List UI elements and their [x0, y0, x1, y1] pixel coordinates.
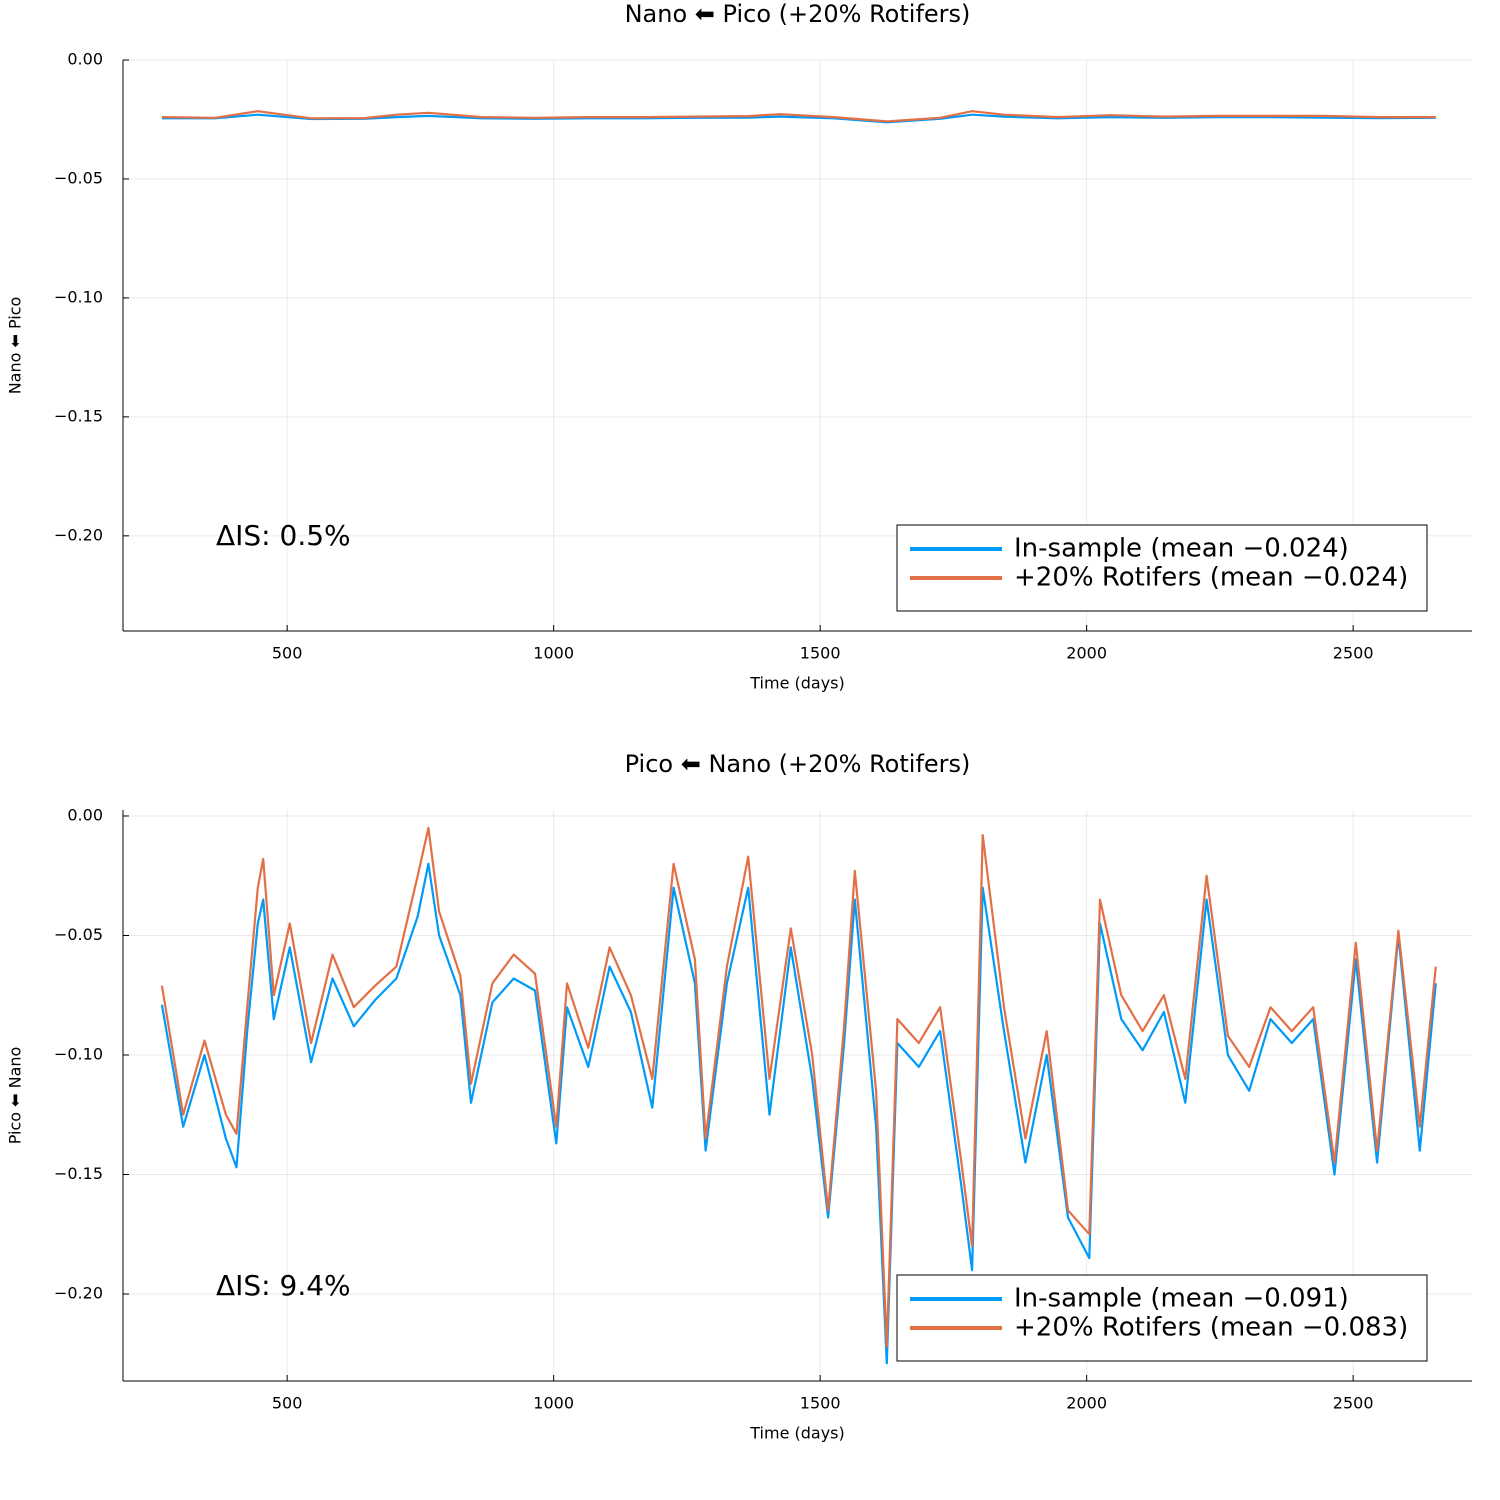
y-tick-label: 0.00	[67, 805, 103, 824]
series-line	[160, 826, 1437, 1348]
legend-label: In-sample (mean −0.024)	[1014, 534, 1349, 564]
y-tick-label: −0.20	[54, 1283, 103, 1302]
x-tick-label: 500	[272, 1394, 303, 1413]
y-tick-label: 0.00	[67, 50, 103, 69]
chart-title: Pico ⬅ Nano (+20% Rotifers)	[625, 750, 971, 778]
x-tick-label: 500	[272, 644, 303, 663]
x-tick-label: 2500	[1333, 1394, 1374, 1413]
x-axis-label: Time (days)	[749, 674, 845, 693]
x-tick-label: 1500	[800, 1394, 841, 1413]
y-tick-label: −0.15	[54, 1164, 103, 1183]
y-tick-label: −0.10	[54, 1044, 103, 1063]
x-tick-label: 2000	[1066, 1394, 1107, 1413]
x-tick-label: 2500	[1333, 644, 1374, 663]
y-axis-label: Nano ⬅ Pico	[6, 297, 25, 395]
x-tick-label: 1000	[533, 644, 574, 663]
annotation: ΔIS: 0.5%	[216, 519, 351, 552]
chart-title: Nano ⬅ Pico (+20% Rotifers)	[625, 0, 971, 28]
annotation: ΔIS: 9.4%	[216, 1269, 351, 1302]
y-tick-label: −0.20	[54, 525, 103, 544]
legend-box	[896, 1274, 1428, 1362]
x-tick-label: 2000	[1066, 644, 1107, 663]
y-tick-label: −0.05	[54, 925, 103, 944]
y-tick-label: −0.15	[54, 406, 103, 425]
legend-label: +20% Rotifers (mean −0.083)	[1014, 1313, 1408, 1343]
y-axis-label: Pico ⬅ Nano	[6, 1047, 25, 1145]
y-tick-label: −0.10	[54, 287, 103, 306]
x-tick-label: 1000	[533, 1394, 574, 1413]
y-tick-label: −0.05	[54, 168, 103, 187]
legend-label: In-sample (mean −0.091)	[1014, 1284, 1349, 1314]
x-axis-label: Time (days)	[749, 1424, 845, 1443]
legend-box	[896, 524, 1428, 612]
series-line	[160, 862, 1437, 1365]
series-line	[161, 113, 1436, 124]
x-tick-label: 1500	[800, 644, 841, 663]
series-line	[161, 110, 1436, 123]
legend-label: +20% Rotifers (mean −0.024)	[1014, 563, 1408, 593]
